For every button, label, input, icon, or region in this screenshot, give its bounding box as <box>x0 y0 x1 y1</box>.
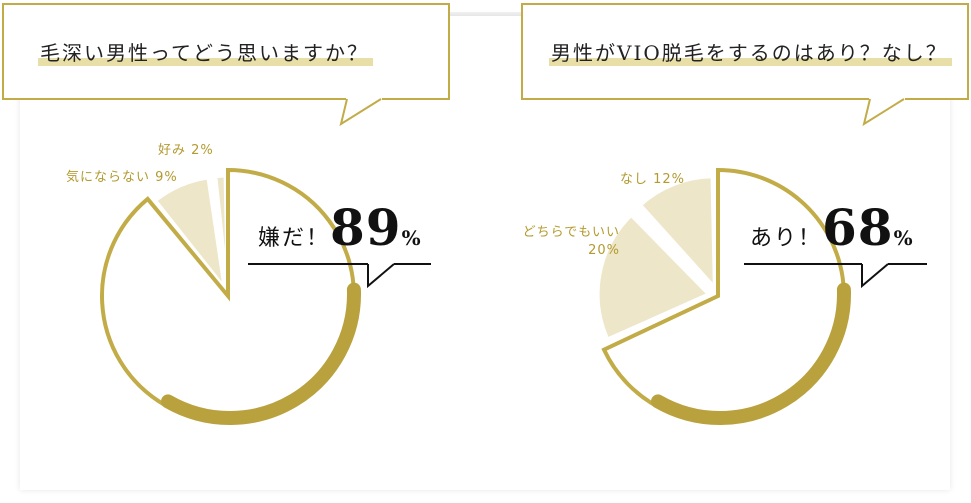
pie2-label-either-line1: どちらでもいい <box>522 225 620 240</box>
pie1-answer-callout <box>248 263 431 289</box>
pie1-answer-number: 89 <box>330 198 402 257</box>
pie2-label-either: どちらでもいい 20% <box>514 224 620 260</box>
pie1-answer-unit: % <box>401 226 421 250</box>
question-1-title: 毛深い男性ってどう思いますか？ <box>38 37 373 66</box>
question-2-tail-gap <box>869 96 905 101</box>
pie1-answer-tail <box>367 263 395 289</box>
pie1-label-like: 好み 2% <box>158 143 214 158</box>
pie1-slice-3 <box>214 174 229 287</box>
pie1-group <box>100 167 361 425</box>
pie2-answer-number: 68 <box>822 198 894 257</box>
pie2-answer: あり！68% <box>750 198 913 257</box>
question-box-2: 男性がVIO脱毛をするのはあり？なし？ <box>521 3 969 100</box>
pie1-slice-1-accent <box>161 282 361 425</box>
pie1-answer: 嫌だ！89% <box>258 198 421 257</box>
pie1-label-dontcare: 気にならない 9% <box>66 170 178 185</box>
question-2-title: 男性がVIO脱毛をするのはあり？なし？ <box>549 37 952 66</box>
pie1-slice-2 <box>153 176 227 293</box>
pie2-answer-callout <box>744 263 927 289</box>
pie2-answer-word: あり！ <box>750 226 823 251</box>
question-2-tail <box>862 98 905 127</box>
pie1-answer-word: 嫌だ！ <box>258 226 331 251</box>
pie2-slice-3 <box>638 175 716 291</box>
pie2-slice-1-accent <box>651 282 851 425</box>
pie2-slice-2 <box>596 213 711 341</box>
question-1-tail <box>339 98 382 127</box>
pie2-answer-tail <box>861 263 889 289</box>
pie2-label-either-line2: 20% <box>588 243 620 258</box>
pie2-group <box>596 167 851 425</box>
question-box-1: 毛深い男性ってどう思いますか？ <box>2 3 450 100</box>
question-1-tail-gap <box>346 96 382 101</box>
pie2-label-no: なし 12% <box>620 172 686 187</box>
pie2-answer-unit: % <box>893 226 913 250</box>
